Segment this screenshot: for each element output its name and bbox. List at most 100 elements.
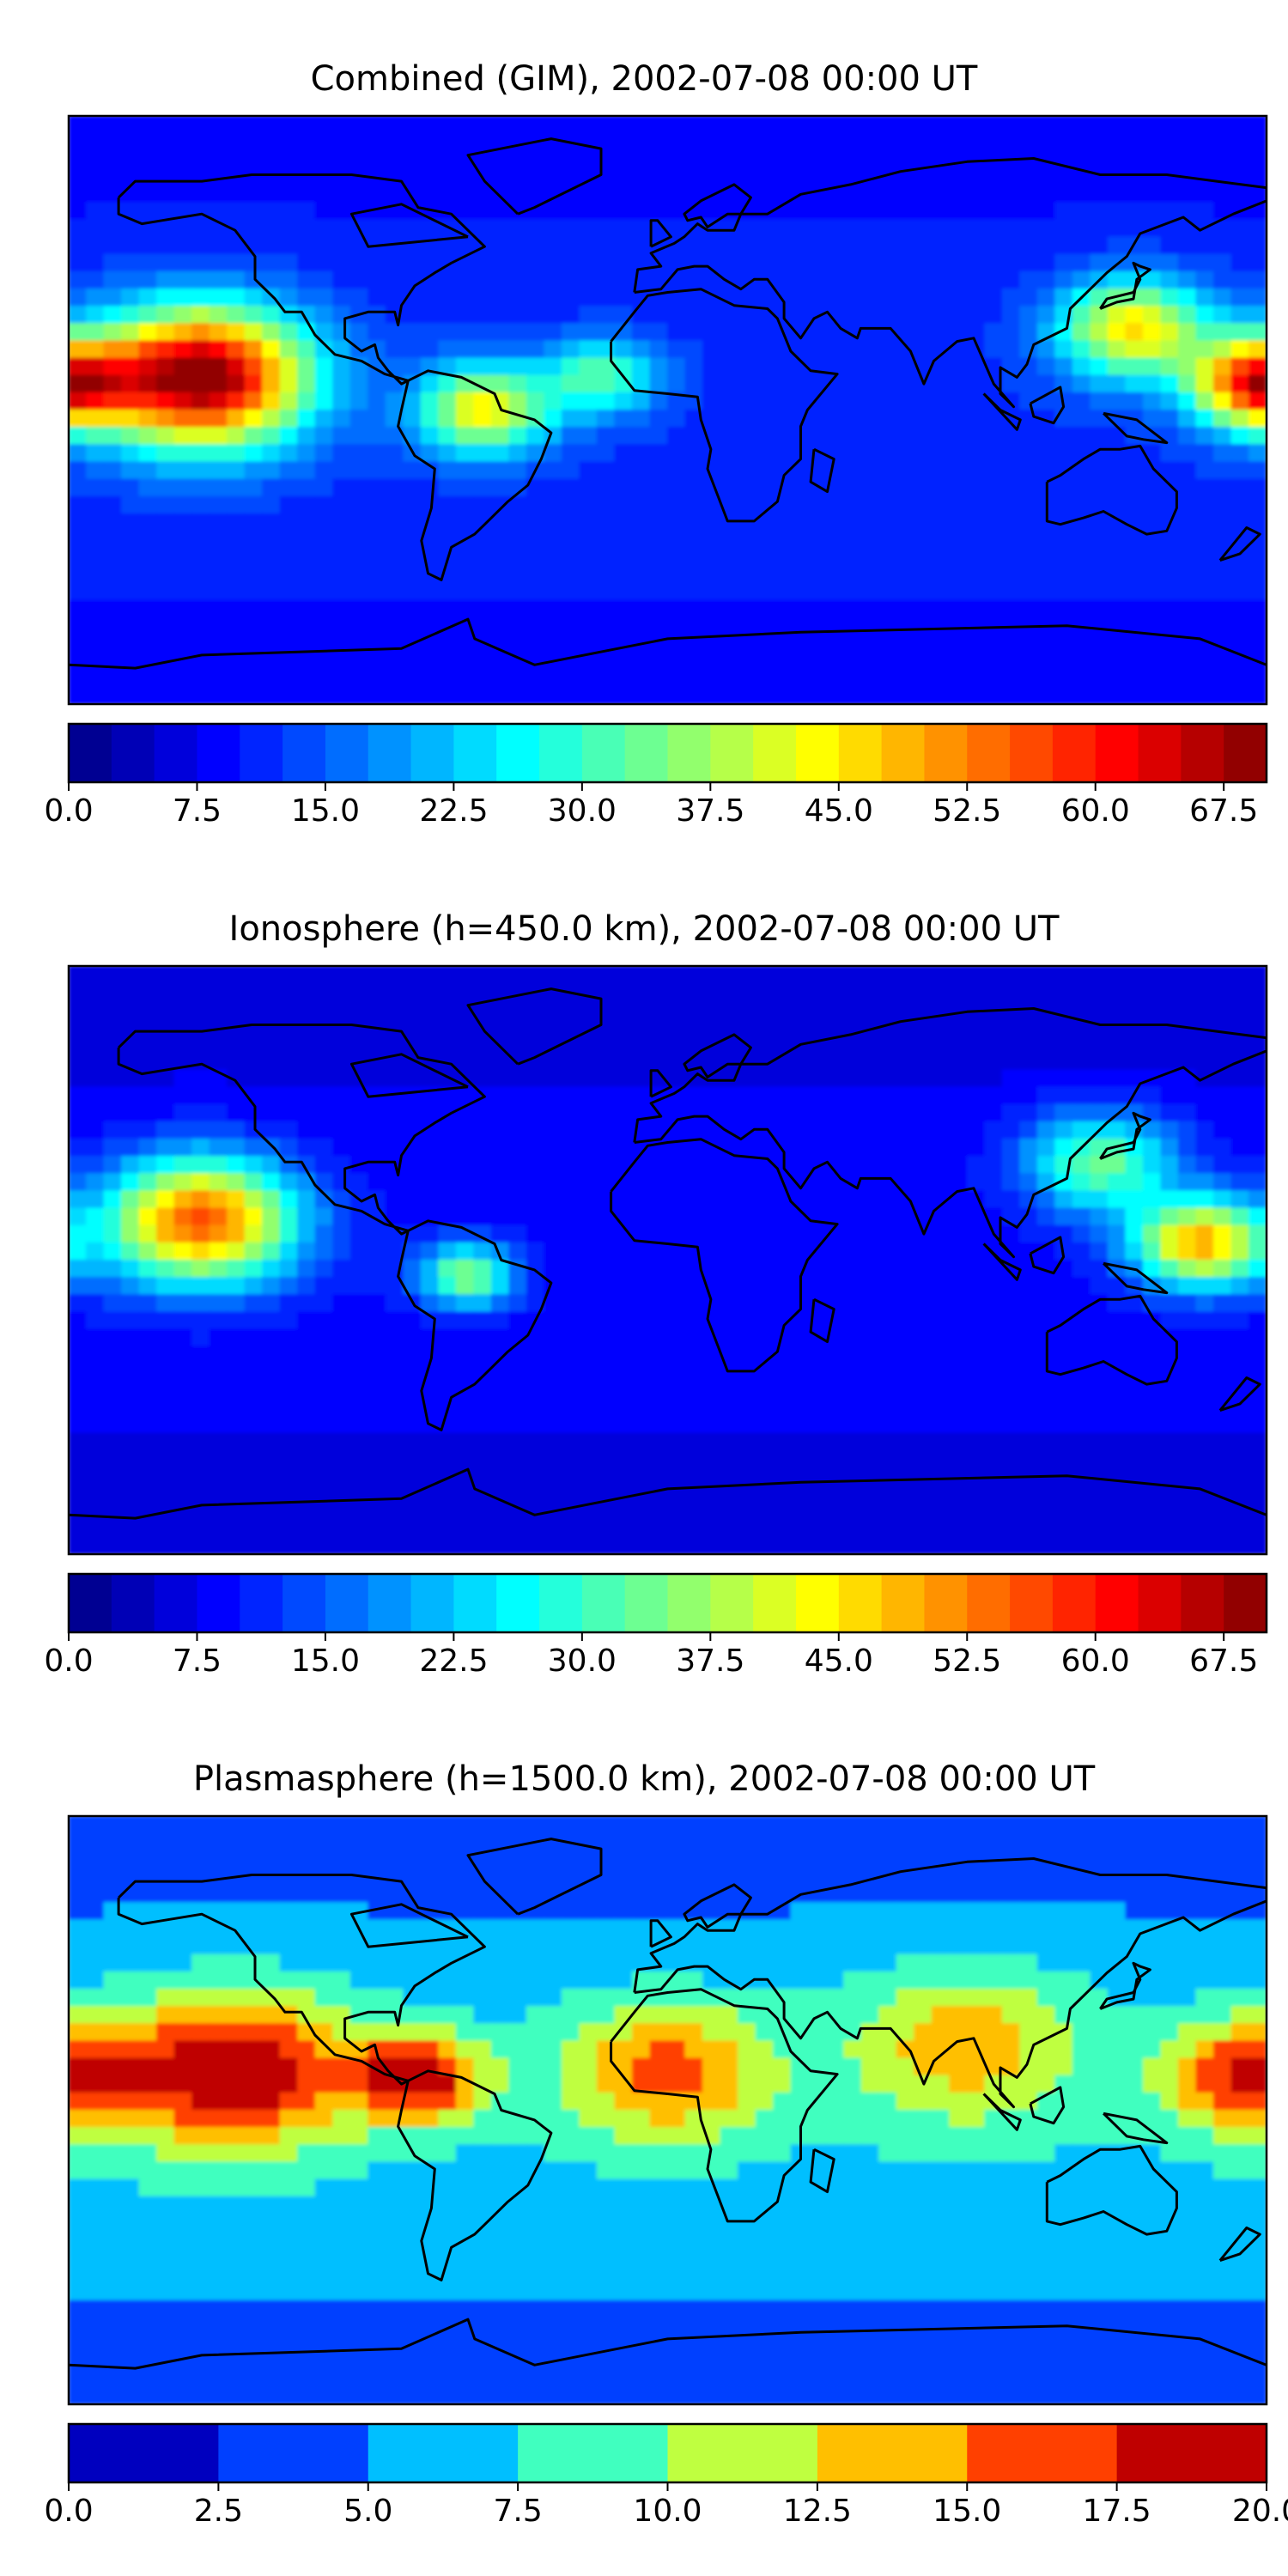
- heatmap-cell: [1212, 1242, 1232, 1261]
- heatmap-cell: [385, 253, 404, 272]
- heatmap-cell: [773, 374, 792, 393]
- heatmap-cell: [69, 634, 88, 653]
- heatmap-cell: [1248, 1519, 1267, 1538]
- heatmap-cell: [473, 374, 492, 393]
- heatmap-cell: [1142, 410, 1162, 428]
- heatmap-cell: [279, 1346, 299, 1364]
- heatmap-cell: [1212, 1190, 1232, 1209]
- heatmap-cell: [420, 306, 440, 325]
- colorbar-tick-label: 45.0: [805, 793, 873, 829]
- heatmap-cell: [314, 149, 334, 168]
- heatmap-cell: [121, 634, 140, 653]
- heatmap-cell: [914, 392, 933, 410]
- heatmap-cell: [579, 1103, 598, 1122]
- heatmap-cell: [1230, 1432, 1249, 1451]
- heatmap-cell: [385, 1536, 404, 1554]
- heatmap-cell: [191, 686, 210, 704]
- heatmap-cell: [1001, 1035, 1021, 1054]
- heatmap-cell: [843, 513, 862, 532]
- heatmap-cell: [385, 1069, 404, 1088]
- heatmap-cell: [262, 306, 281, 325]
- heatmap-cell: [949, 1173, 968, 1192]
- heatmap-cell: [262, 1484, 281, 1504]
- heatmap-cell: [368, 1816, 386, 1834]
- heatmap-cell: [1107, 599, 1127, 618]
- heatmap-cell: [667, 357, 686, 376]
- heatmap-cell: [368, 1224, 386, 1243]
- heatmap-cell: [455, 599, 475, 618]
- heatmap-cell: [526, 999, 545, 1018]
- heatmap-cell: [1001, 1346, 1021, 1364]
- heatmap-cell: [684, 617, 704, 635]
- heatmap-cell: [455, 236, 475, 255]
- heatmap-cell: [368, 548, 386, 567]
- heatmap-cell: [914, 149, 933, 168]
- heatmap-cell: [738, 1103, 756, 1122]
- heatmap-cell: [579, 1398, 598, 1417]
- heatmap-cell: [138, 1260, 158, 1279]
- heatmap-cell: [878, 1294, 897, 1313]
- heatmap-cell: [1054, 1432, 1073, 1451]
- heatmap-cell: [825, 1156, 845, 1175]
- heatmap-cell: [438, 1138, 457, 1157]
- heatmap-cell: [1090, 1467, 1109, 1485]
- heatmap-cell: [596, 1398, 616, 1417]
- heatmap-cell: [1248, 999, 1267, 1018]
- heatmap-cell: [825, 513, 845, 532]
- heatmap-cell: [209, 1121, 228, 1139]
- heatmap-cell: [526, 374, 545, 393]
- heatmap-cell: [825, 634, 845, 653]
- heatmap-cell: [1142, 1415, 1162, 1434]
- coastline: [397, 1219, 553, 1431]
- heatmap-cell: [138, 1832, 158, 1851]
- heatmap-cell: [1230, 1242, 1249, 1261]
- colorbar-tick-label: 67.5: [1189, 793, 1258, 829]
- heatmap-cell: [631, 340, 651, 359]
- heatmap-cell: [1195, 1121, 1214, 1139]
- heatmap-cell: [738, 1260, 756, 1279]
- heatmap-cell: [631, 599, 651, 618]
- heatmap-cell: [1195, 323, 1214, 342]
- heatmap-cell: [720, 999, 739, 1018]
- heatmap-cell: [332, 669, 351, 688]
- colorbar-swatch: [539, 1574, 583, 1632]
- heatmap-cell: [1248, 132, 1267, 151]
- heatmap-cell: [244, 1519, 264, 1538]
- heatmap-cell: [896, 1035, 915, 1054]
- heatmap-cell: [86, 1311, 105, 1330]
- heatmap-cell: [966, 513, 986, 532]
- heatmap-cell: [667, 1415, 686, 1434]
- heatmap-cell: [1072, 1536, 1091, 1554]
- heatmap-cell: [596, 1467, 616, 1485]
- heatmap-cell: [790, 1328, 810, 1347]
- heatmap-cell: [738, 1432, 756, 1451]
- heatmap-cell: [173, 1121, 193, 1139]
- heatmap-cell: [1195, 599, 1214, 618]
- heatmap-cell: [949, 982, 968, 1001]
- heatmap-cell: [825, 1363, 845, 1382]
- heatmap-cell: [808, 1277, 827, 1296]
- heatmap-cell: [314, 1277, 334, 1296]
- heatmap-cell: [209, 1867, 228, 1886]
- heatmap-cell: [191, 1173, 210, 1192]
- heatmap-cell: [1160, 1173, 1179, 1192]
- heatmap-cell: [209, 253, 228, 272]
- heatmap-cell: [544, 1138, 562, 1157]
- heatmap-cell: [561, 531, 580, 550]
- heatmap-cell: [508, 531, 527, 550]
- heatmap-cell: [825, 1398, 845, 1417]
- heatmap-cell: [790, 669, 810, 688]
- heatmap-cell: [121, 1502, 140, 1521]
- heatmap-cell: [1160, 1156, 1179, 1175]
- heatmap-cell: [596, 495, 616, 514]
- heatmap-cell: [209, 1242, 228, 1261]
- heatmap-cell: [156, 1190, 175, 1209]
- heatmap-cell: [1019, 374, 1038, 393]
- heatmap-cell: [667, 1850, 686, 1868]
- heatmap-cell: [508, 1190, 527, 1209]
- heatmap-cell: [949, 999, 968, 1018]
- heatmap-cell: [790, 306, 810, 325]
- heatmap-cell: [69, 132, 88, 151]
- heatmap-cell: [1142, 1017, 1162, 1036]
- heatmap-cell: [1230, 1484, 1249, 1504]
